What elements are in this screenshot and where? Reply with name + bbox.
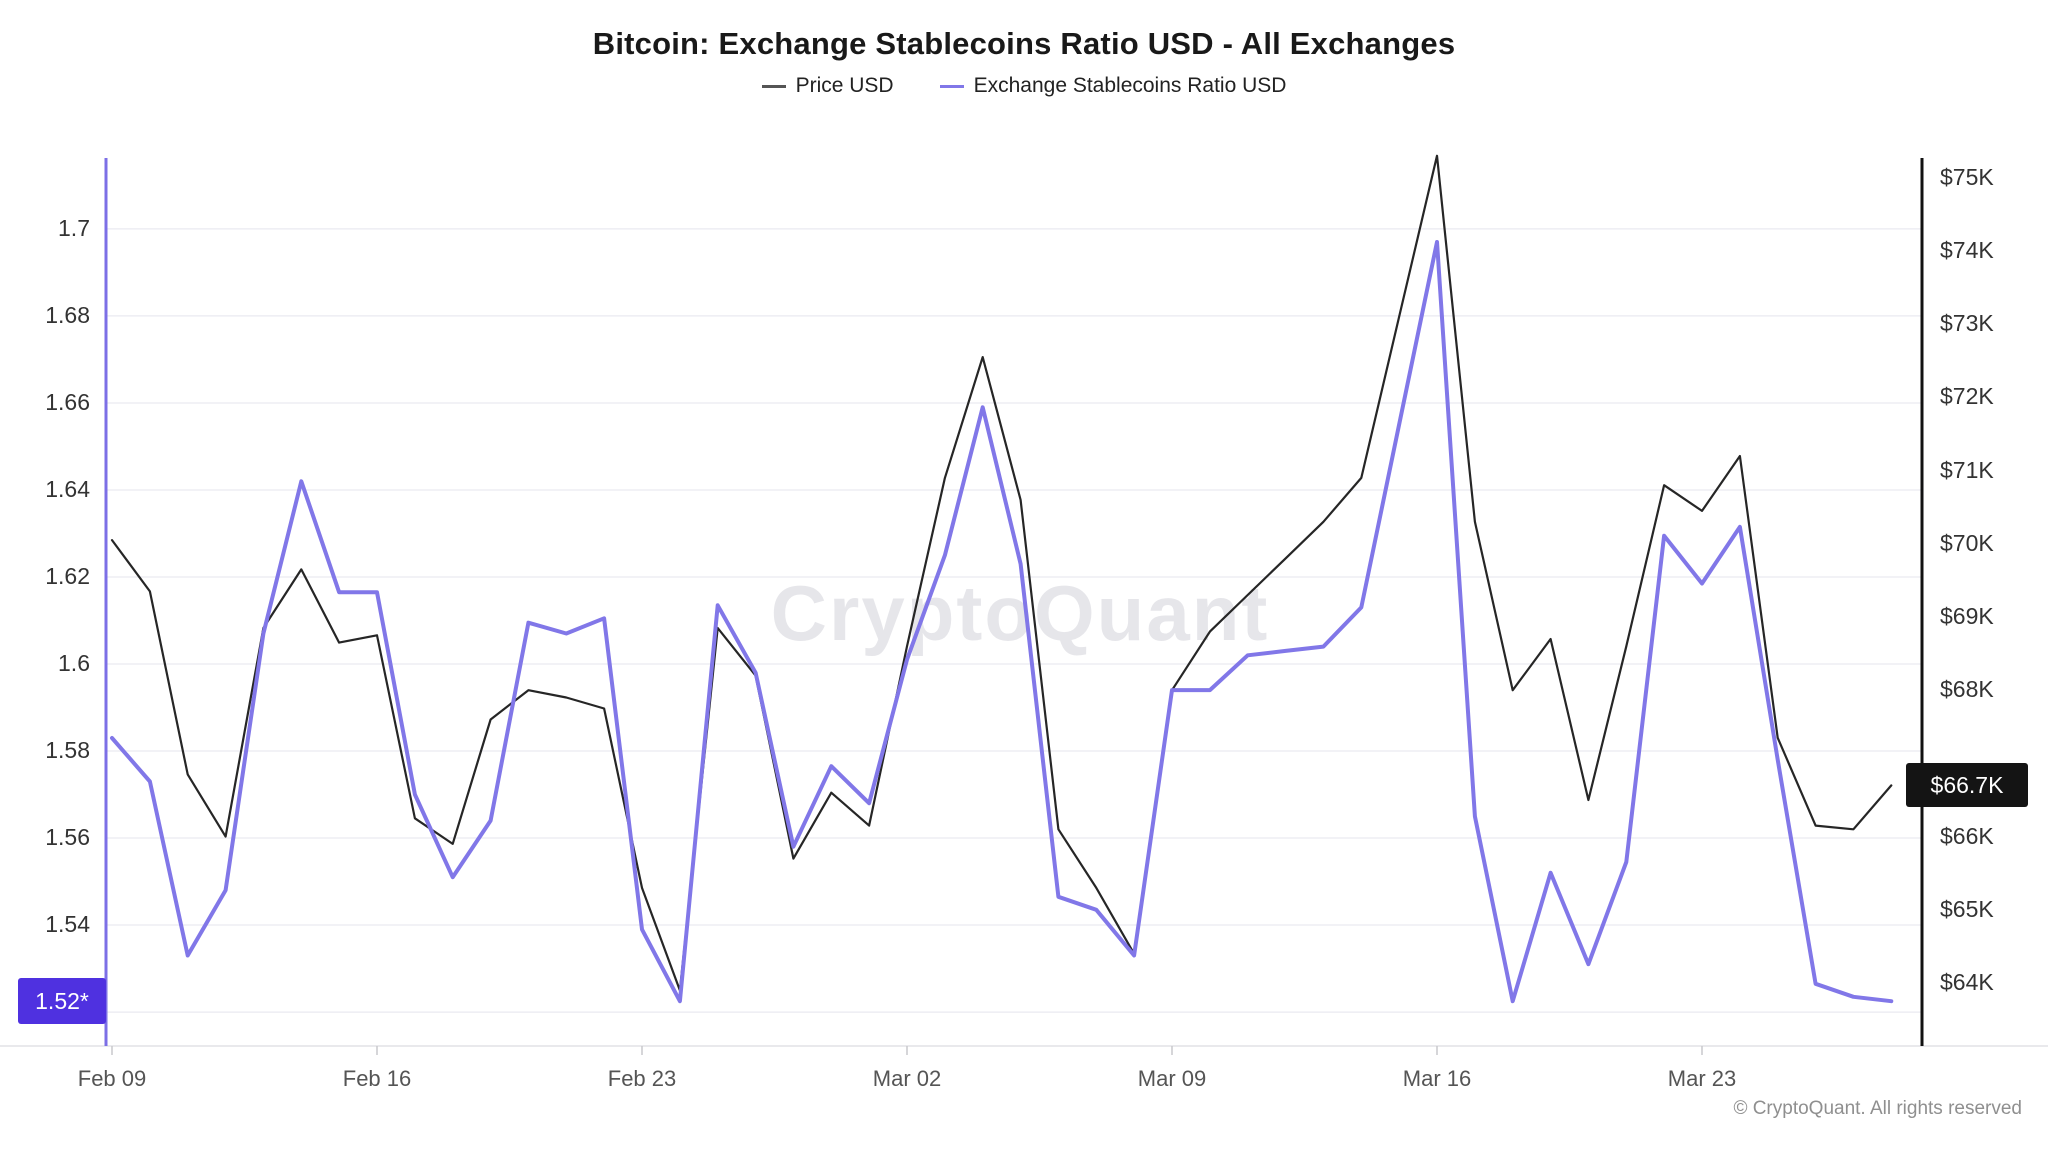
left-axis-tick-label: 1.56 — [45, 824, 90, 850]
right-axis-tick-label: $68K — [1940, 676, 1994, 702]
right-axis-tick-label: $64K — [1940, 969, 1994, 995]
left-axis-tick-label: 1.58 — [45, 737, 90, 763]
x-axis-tick-label: Feb 16 — [342, 1066, 412, 1091]
right-axis-tick-label: $74K — [1940, 237, 1994, 263]
left-axis-tick-label: 1.64 — [45, 476, 90, 502]
x-axis-tick-label: Mar 09 — [1137, 1066, 1207, 1091]
left-axis-tick-label: 1.7 — [58, 215, 90, 241]
x-axis-tick-label: Feb 09 — [77, 1066, 147, 1091]
right-axis-tick-label: $71K — [1940, 457, 1994, 483]
right-axis-tick-label: $65K — [1940, 896, 1994, 922]
price-line-swatch-icon — [761, 84, 786, 88]
left-axis-tick-label: 1.66 — [45, 389, 90, 415]
x-axis-tick-label: Feb 23 — [607, 1066, 677, 1091]
right-axis-tick-label: $75K — [1940, 164, 1994, 190]
legend-label-price: Price USD — [795, 74, 894, 97]
legend-item-ratio[interactable]: Exchange Stablecoins Ratio USD — [939, 74, 1287, 98]
legend-label-ratio: Exchange Stablecoins Ratio USD — [973, 74, 1287, 97]
legend: Price USD Exchange Stablecoins Ratio USD — [0, 74, 2048, 98]
x-axis-tick-label: Mar 16 — [1402, 1066, 1472, 1091]
x-axis-tick-label: Mar 02 — [872, 1066, 942, 1091]
ratio-line-swatch-icon — [939, 84, 964, 88]
right-axis-tick-label: $70K — [1940, 530, 1994, 556]
left-axis-tick-label: 1.62 — [45, 563, 90, 589]
x-axis-tick-label: Mar 23 — [1667, 1066, 1737, 1091]
left-axis-tick-label: 1.54 — [45, 911, 90, 937]
chart-title: Bitcoin: Exchange Stablecoins Ratio USD … — [592, 26, 1456, 61]
price-line[interactable] — [110, 154, 1893, 992]
left-axis-tick-label: 1.6 — [58, 650, 90, 676]
left-axis-tick-label: 1.68 — [45, 302, 90, 328]
right-axis-tick-label: $69K — [1940, 603, 1994, 629]
right-axis-tick-label: $72K — [1940, 383, 1994, 409]
right-axis-tick-label: $66K — [1940, 823, 1994, 849]
left-axis-badge: 1.52* — [18, 978, 106, 1024]
copyright: © CryptoQuant. All rights reserved — [1733, 1098, 2022, 1119]
right-axis-tick-label: $73K — [1940, 310, 1994, 336]
right-axis-badge: $66.7K — [1906, 763, 2028, 807]
ratio-line[interactable] — [110, 240, 1894, 1004]
legend-item-price[interactable]: Price USD — [761, 74, 894, 98]
